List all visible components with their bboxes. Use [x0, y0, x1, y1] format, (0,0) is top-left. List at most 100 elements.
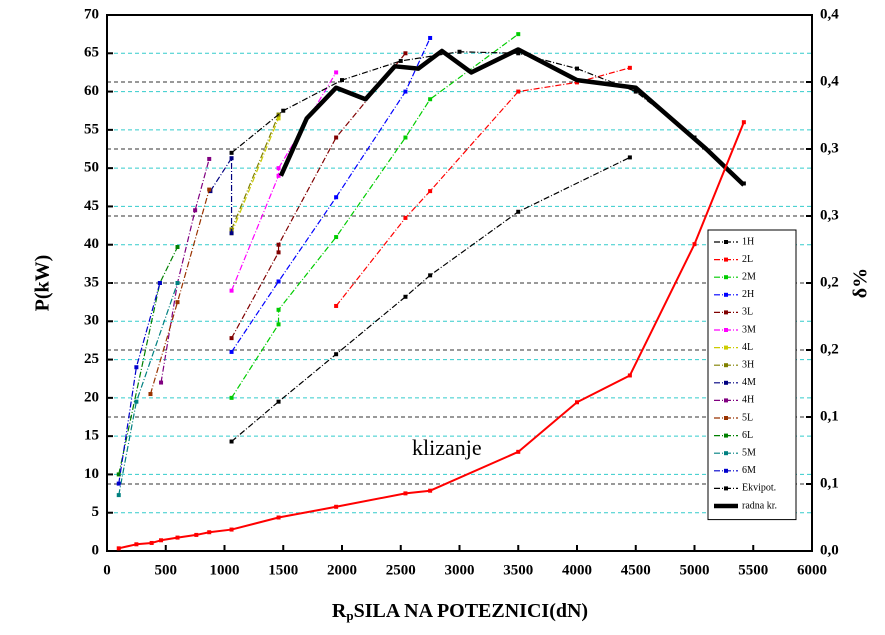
y2-tick-label: 0,3	[820, 207, 839, 223]
y2-tick-label: 0,2	[820, 341, 839, 357]
point	[134, 399, 139, 404]
point	[175, 245, 180, 250]
point	[428, 97, 433, 102]
series-line	[231, 52, 406, 339]
legend-label: 2H	[742, 289, 754, 300]
point	[229, 231, 234, 236]
point	[175, 300, 180, 305]
point	[403, 215, 408, 220]
y-tick-label: 10	[84, 466, 99, 482]
y-tick-label: 25	[84, 351, 99, 367]
y-tick-label: 35	[84, 274, 99, 290]
point	[116, 481, 121, 486]
y-tick-label: 70	[84, 6, 99, 22]
legend-label: 5L	[742, 412, 753, 423]
x-tick-label: 3000	[445, 562, 475, 578]
point	[428, 273, 433, 278]
point	[116, 546, 121, 551]
point	[627, 65, 632, 70]
point	[627, 373, 632, 378]
point	[229, 336, 234, 341]
point	[516, 209, 521, 214]
x-tick-label: 5500	[738, 562, 768, 578]
legend-label: 6L	[742, 430, 753, 441]
point	[403, 89, 408, 94]
point	[334, 195, 339, 200]
series-line	[230, 118, 280, 234]
legend-label: 2M	[742, 271, 756, 282]
point	[334, 235, 339, 240]
point	[627, 155, 632, 160]
legend-marker	[724, 398, 728, 403]
x-tick-label: 0	[103, 562, 111, 578]
x-label-sub: p	[346, 608, 353, 623]
point	[403, 135, 408, 140]
point	[281, 108, 286, 113]
plot-frame	[106, 14, 813, 552]
point	[116, 493, 121, 498]
legend-label: 4H	[742, 395, 754, 406]
y2-tick-label: 0,2	[820, 274, 839, 290]
legend-marker	[724, 433, 728, 438]
y2-axis-label: δ%	[850, 268, 872, 298]
x-tick-label: 4000	[562, 562, 592, 578]
legend-marker	[724, 292, 728, 297]
x-axis-label: RpSILA NA POTEZNICI(dN)	[332, 600, 588, 623]
point	[334, 504, 339, 509]
legend-label: 4L	[742, 342, 753, 353]
point	[428, 189, 433, 194]
point	[276, 399, 281, 404]
legend-marker	[724, 451, 728, 456]
series-line	[231, 156, 631, 442]
point	[428, 35, 433, 40]
annotation: klizanje	[412, 435, 482, 460]
point	[516, 32, 521, 37]
point	[175, 281, 180, 285]
point	[334, 303, 339, 308]
y2-tick-label: 0,3	[820, 140, 839, 156]
series-line	[149, 189, 210, 395]
point	[340, 78, 344, 83]
series-line	[230, 114, 280, 230]
legend-marker	[724, 363, 728, 368]
legend-label: 5M	[742, 447, 756, 458]
point	[194, 532, 199, 537]
point	[229, 439, 234, 444]
x-tick-label: 5000	[680, 562, 710, 578]
point	[575, 80, 579, 85]
y-tick-label: 55	[84, 121, 99, 137]
legend-marker	[724, 275, 728, 280]
point	[229, 349, 234, 354]
point	[276, 173, 281, 178]
legend-label: 3H	[742, 359, 754, 370]
point	[334, 70, 339, 75]
y-tick-label: 30	[84, 313, 99, 329]
x-tick-label: 6000	[797, 562, 827, 578]
point	[334, 352, 339, 357]
x-tick-label: 2000	[327, 562, 357, 578]
x-tick-label: 4500	[621, 562, 651, 578]
point	[276, 250, 281, 255]
point	[134, 542, 139, 547]
series-line	[209, 157, 233, 234]
y2-tick-label: 0,1	[820, 408, 839, 424]
y2-tick-label: 0,0	[820, 542, 839, 558]
point	[276, 279, 281, 284]
point	[116, 472, 121, 477]
point	[334, 135, 339, 140]
point	[457, 49, 462, 54]
point	[633, 89, 638, 94]
series-line	[160, 158, 210, 383]
legend-label: 3M	[742, 324, 756, 335]
point	[193, 208, 198, 213]
legend-label: 6M	[742, 465, 756, 476]
legend-marker	[724, 240, 728, 244]
y-tick-label: 0	[92, 542, 100, 558]
legend-label: 3L	[742, 307, 753, 318]
series-line	[118, 282, 161, 484]
series-line	[118, 246, 179, 475]
point	[398, 58, 403, 63]
x-tick-label: 1500	[268, 562, 298, 578]
point	[134, 365, 139, 370]
point	[229, 527, 234, 532]
